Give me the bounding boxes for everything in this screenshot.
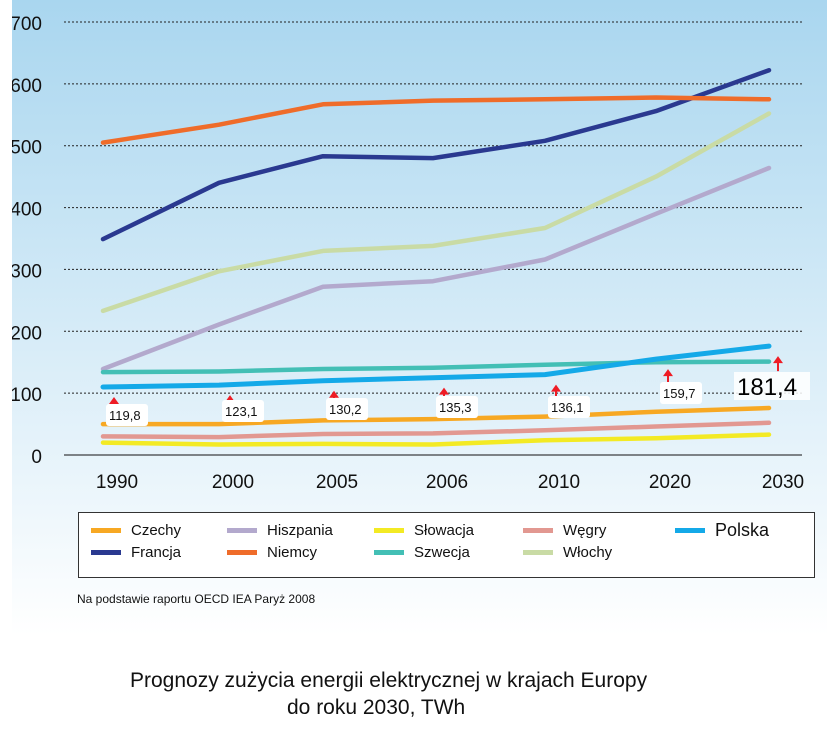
caption-line-2: do roku 2030, TWh — [287, 696, 466, 719]
arrow-head — [663, 369, 673, 377]
legend-label: Włochy — [563, 543, 613, 561]
series-line-niemcy — [100, 95, 772, 145]
legend-swatch — [374, 527, 404, 533]
legend-item-czechy: Czechy — [91, 520, 181, 540]
legend-label: Szwecja — [414, 543, 470, 561]
x-tick-label: 2010 — [538, 472, 580, 493]
value-label: 119,8 — [109, 408, 141, 423]
value-label-box — [734, 372, 810, 400]
value-label: 181,4 — [737, 374, 797, 401]
x-tick-label: 1990 — [96, 472, 138, 493]
value-label: 159,7 — [663, 386, 696, 401]
series-line-francja — [100, 67, 772, 242]
annotation-arrow — [773, 356, 783, 372]
legend-swatch — [227, 549, 257, 555]
series-line-włochy — [100, 111, 772, 314]
y-tick-label: 400 — [12, 200, 42, 221]
x-tick-label: 2006 — [426, 472, 468, 493]
value-label: 130,2 — [329, 402, 362, 417]
value-label-box — [326, 398, 368, 420]
value-label: 123,1 — [225, 404, 258, 419]
value-label-box — [106, 404, 148, 426]
value-label: 136,1 — [551, 400, 584, 415]
legend-swatch — [675, 527, 705, 533]
y-tick-label: 600 — [12, 76, 42, 97]
arrow-head — [329, 390, 339, 398]
legend-item-słowacja: Słowacja — [374, 520, 474, 540]
value-label: 135,3 — [439, 400, 472, 415]
legend-swatch — [227, 527, 257, 533]
legend-item-szwecja: Szwecja — [374, 542, 470, 562]
legend-label: Hiszpania — [267, 521, 333, 539]
legend-label: Węgry — [563, 521, 607, 539]
arrow-head — [551, 384, 561, 392]
y-tick-label: 200 — [12, 323, 42, 344]
legend-label: Słowacja — [414, 521, 475, 539]
source-note: Na podstawie raportu OECD IEA Paryż 2008 — [77, 592, 316, 606]
series-line-polska — [100, 343, 772, 390]
y-tick-label: 700 — [12, 14, 42, 35]
legend-label: Niemcy — [267, 543, 318, 561]
arrow-head — [439, 387, 449, 395]
legend-label: Polska — [715, 519, 770, 540]
legend: Czechy Francja Hiszpania Niemcy Słowacja Szwe… — [78, 512, 815, 578]
x-tick-label: 2005 — [316, 472, 358, 493]
value-label-box — [660, 382, 702, 404]
value-label-box — [548, 396, 590, 418]
legend-swatch — [523, 549, 553, 555]
value-label-box — [436, 396, 478, 418]
legend-item-węgry: Węgry — [523, 520, 606, 540]
series-line-hiszpania — [100, 165, 772, 372]
x-tick-label: 2030 — [762, 472, 804, 493]
arrow-head — [773, 356, 783, 364]
legend-item-francja: Francja — [91, 542, 181, 562]
y-tick-label: 0 — [31, 447, 42, 468]
legend-item-hiszpania: Hiszpania — [227, 520, 333, 540]
chart-panel: 0 100 200 300 400 500 600 700 1990 2000 2005 2006 2… — [12, 0, 827, 635]
series-line-czechy — [100, 405, 772, 427]
legend-swatch — [374, 549, 404, 555]
legend-label: Czechy — [131, 521, 182, 539]
series-line-szwecja — [100, 359, 772, 375]
arrow-head — [109, 396, 119, 404]
legend-item-niemcy: Niemcy — [227, 542, 317, 562]
y-tick-label: 100 — [12, 385, 42, 406]
legend-item-włochy: Włochy — [523, 542, 612, 562]
x-tick-label: 2020 — [649, 472, 691, 493]
legend-swatch — [523, 527, 553, 533]
caption-line-1: Prognozy zużycia energii elektrycznej w … — [130, 669, 648, 692]
y-tick-label: 500 — [12, 138, 42, 159]
legend-swatch — [91, 527, 121, 533]
legend-label: Francja — [131, 543, 182, 561]
y-tick-label: 300 — [12, 261, 42, 282]
series-line-węgry — [100, 420, 772, 440]
series-line-słowacja — [100, 432, 772, 447]
legend-swatch — [91, 549, 121, 555]
x-tick-label: 2000 — [212, 472, 254, 493]
legend-item-polska: Polska — [675, 520, 769, 540]
value-label-box — [222, 400, 264, 422]
